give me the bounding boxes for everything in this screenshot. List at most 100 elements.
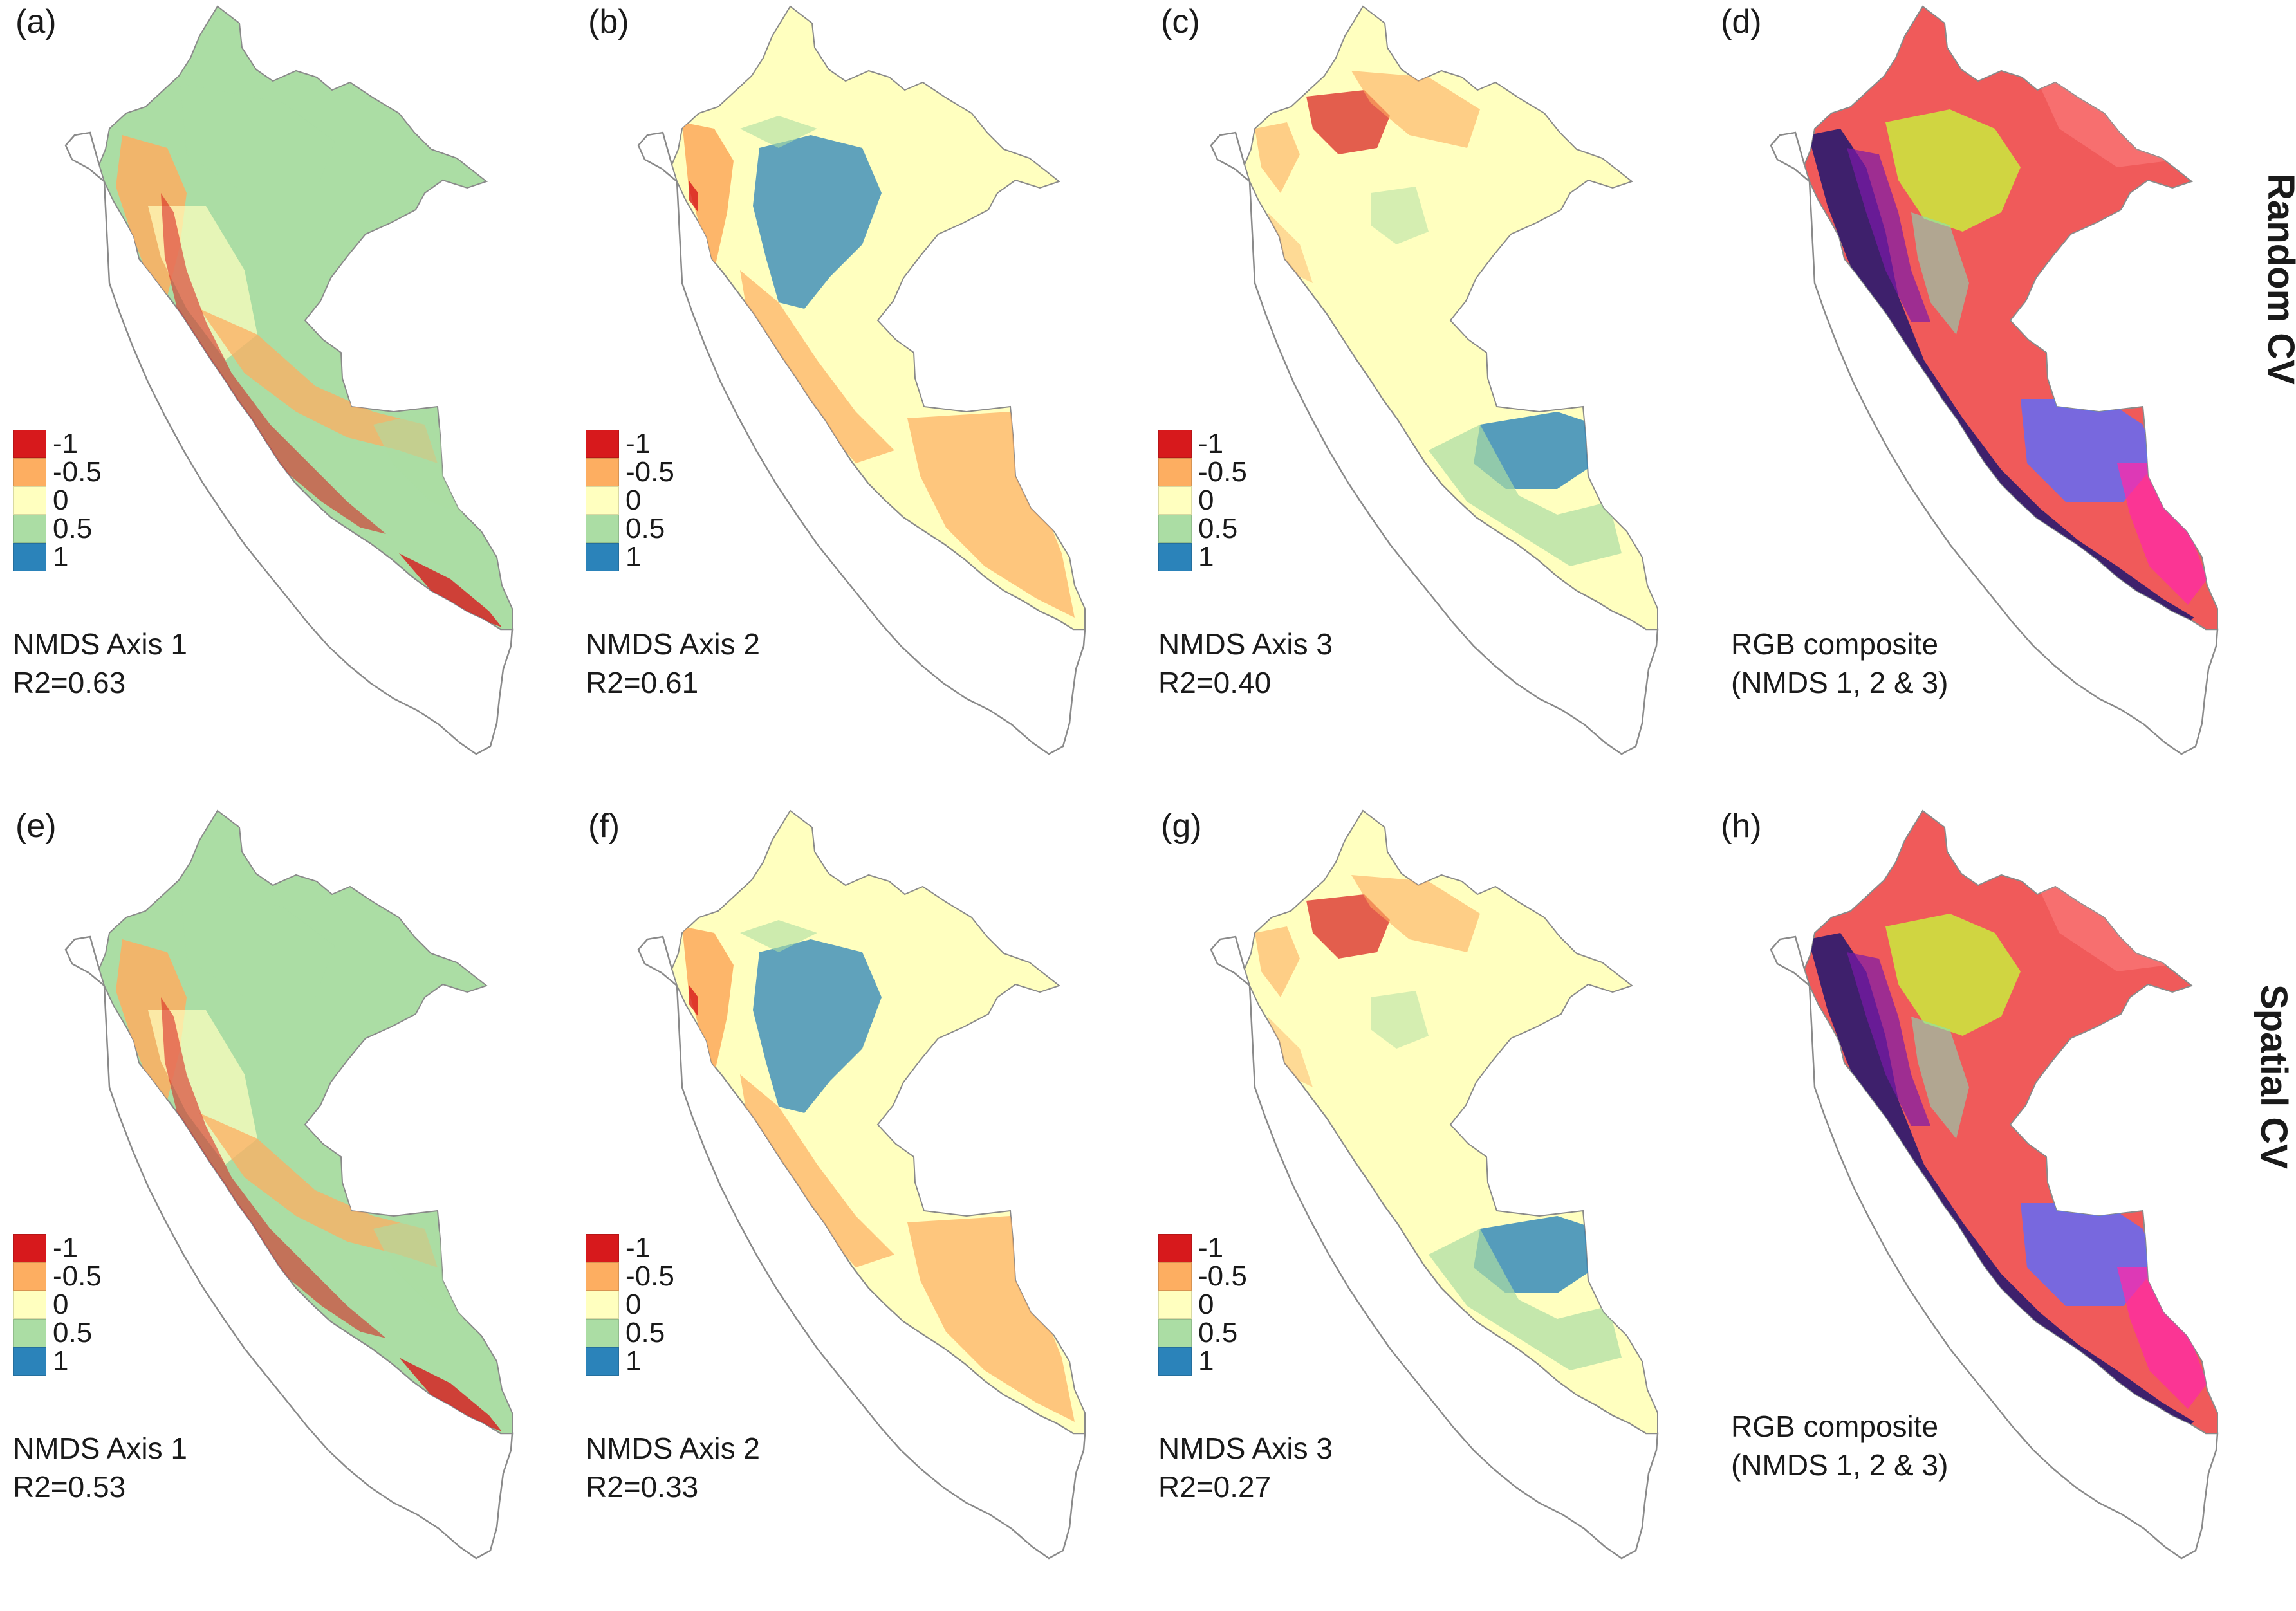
legend-label: 0 <box>53 484 69 516</box>
map-region <box>682 926 734 1074</box>
legend-swatch <box>586 515 619 543</box>
map-region <box>1847 148 1930 322</box>
legend-entry: 1 <box>1158 1347 1247 1376</box>
legend-swatch <box>586 1291 619 1319</box>
map-region <box>740 270 894 463</box>
legend-swatch <box>1158 486 1192 515</box>
map-region <box>1371 991 1429 1049</box>
legend-swatch <box>1158 1291 1192 1319</box>
legend-swatch <box>586 458 619 486</box>
legend-entry: -0.5 <box>13 458 102 486</box>
legend-label: 0.5 <box>1198 513 1238 544</box>
legend-entry: -0.5 <box>13 1262 102 1291</box>
color-legend: -1 -0.5 0 0.5 1 <box>586 1234 674 1376</box>
legend-entry: 0 <box>13 1291 102 1319</box>
map-region <box>689 984 698 1017</box>
panel-caption: NMDS Axis 1 R2=0.53 <box>13 1430 187 1507</box>
legend-label: 0.5 <box>625 513 665 544</box>
legend-swatch <box>13 1319 46 1347</box>
map-region <box>1371 187 1429 244</box>
panel-caption: NMDS Axis 2 R2=0.61 <box>586 625 760 703</box>
legend-swatch <box>13 515 46 543</box>
legend-label: -0.5 <box>625 1260 674 1292</box>
legend-entry: 0 <box>1158 1291 1247 1319</box>
legend-entry: -1 <box>13 1234 102 1262</box>
map-region <box>1351 71 1480 148</box>
map-region <box>1808 129 2194 625</box>
legend-swatch <box>1158 515 1192 543</box>
legend-label: 0 <box>625 484 642 516</box>
map-region <box>399 553 502 627</box>
legend-swatch <box>13 543 46 571</box>
legend-entry: 0.5 <box>1158 1319 1247 1347</box>
panel-label: (d) <box>1721 3 1762 41</box>
map-region <box>1911 1017 1969 1139</box>
caption-title: NMDS Axis 2 <box>586 627 760 661</box>
legend-entry: 0.5 <box>13 515 102 543</box>
panel-a: (a) -1 -0.5 0 0.5 1 NMDS Axis 1 R2=0.63 <box>13 0 573 798</box>
caption-detail: R2=0.61 <box>586 665 699 699</box>
map-region <box>682 122 734 270</box>
panel-caption: NMDS Axis 3 R2=0.40 <box>1158 625 1333 703</box>
legend-swatch <box>1158 430 1192 458</box>
panel-label: (h) <box>1721 807 1762 845</box>
legend-label: 1 <box>625 541 642 573</box>
caption-title: RGB composite <box>1731 1410 1939 1443</box>
legend-entry: 0.5 <box>586 515 674 543</box>
legend-entry: 0 <box>586 486 674 515</box>
legend-swatch <box>13 1234 46 1262</box>
legend-swatch <box>13 1291 46 1319</box>
legend-entry: -1 <box>586 1234 674 1262</box>
map-region <box>740 920 817 952</box>
legend-label: -0.5 <box>53 456 102 488</box>
map-region <box>1429 1229 1622 1370</box>
legend-swatch <box>586 1347 619 1376</box>
legend-entry: -0.5 <box>1158 458 1247 486</box>
legend-entry: -1 <box>586 430 674 458</box>
legend-entry: -1 <box>13 430 102 458</box>
caption-detail: R2=0.53 <box>13 1469 126 1504</box>
map-region <box>2117 463 2207 605</box>
panel-label: (c) <box>1161 3 1200 41</box>
legend-swatch <box>13 430 46 458</box>
legend-swatch <box>13 1347 46 1376</box>
legend-swatch <box>586 486 619 515</box>
color-legend: -1 -0.5 0 0.5 1 <box>13 1234 102 1376</box>
legend-entry: 1 <box>1158 543 1247 571</box>
caption-title: NMDS Axis 2 <box>586 1431 760 1465</box>
legend-label: 1 <box>1198 1345 1214 1377</box>
legend-entry: -1 <box>1158 1234 1247 1262</box>
panel-e: (e) -1 -0.5 0 0.5 1 NMDS Axis 1 R2=0.53 <box>13 804 573 1602</box>
map-c <box>1210 6 1659 755</box>
legend-swatch <box>13 458 46 486</box>
legend-label: -1 <box>53 428 79 459</box>
caption-title: RGB composite <box>1731 627 1939 661</box>
legend-entry: 0.5 <box>13 1319 102 1347</box>
panel-label: (b) <box>588 3 629 41</box>
legend-swatch <box>586 1262 619 1291</box>
caption-title: NMDS Axis 3 <box>1158 627 1333 661</box>
legend-swatch <box>1158 543 1192 571</box>
map-region <box>907 1216 1075 1422</box>
legend-label: -1 <box>1198 1232 1224 1264</box>
legend-label: 1 <box>625 1345 642 1377</box>
legend-swatch <box>586 543 619 571</box>
legend-label: 1 <box>53 1345 69 1377</box>
country-fill <box>98 6 513 630</box>
legend-swatch <box>586 430 619 458</box>
legend-swatch <box>13 486 46 515</box>
legend-label: 0 <box>625 1289 642 1320</box>
map-region <box>1255 122 1300 193</box>
map-region <box>740 1074 894 1267</box>
map-region <box>753 939 882 1113</box>
panel-label: (a) <box>15 3 57 41</box>
panel-label: (f) <box>588 807 620 845</box>
caption-title: NMDS Axis 1 <box>13 1431 187 1465</box>
map-region <box>907 412 1075 618</box>
legend-entry: -0.5 <box>1158 1262 1247 1291</box>
legend-label: -0.5 <box>1198 1260 1247 1292</box>
map-h <box>1770 810 2219 1560</box>
panel-caption: NMDS Axis 3 R2=0.27 <box>1158 1430 1333 1507</box>
panel-caption: RGB composite (NMDS 1, 2 & 3) <box>1731 625 1948 703</box>
legend-label: 0 <box>1198 1289 1214 1320</box>
